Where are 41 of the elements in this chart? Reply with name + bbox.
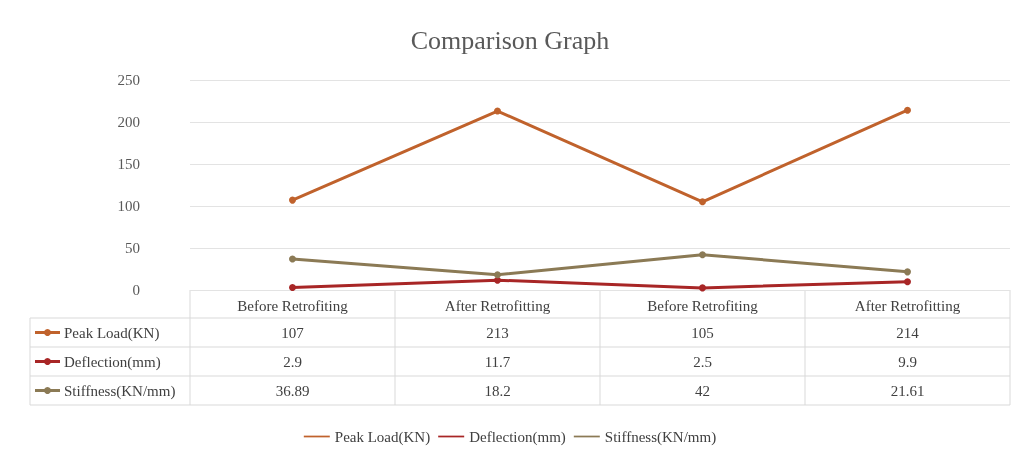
point	[699, 284, 706, 292]
data-label: 42	[695, 382, 710, 399]
x-tick-label: Before Retrofiting	[237, 297, 349, 314]
data-label: 2.5	[693, 353, 712, 370]
y-tick-label: 250	[117, 72, 140, 88]
x-tick-label: Before Retrofiting	[647, 297, 759, 314]
x-tick-label: After Retrofitting	[854, 297, 961, 314]
text: Peak Load(KN)	[334, 428, 431, 445]
point	[699, 198, 706, 206]
point	[494, 107, 501, 115]
data-label: 214	[896, 324, 920, 341]
point	[289, 255, 296, 263]
chart-title: Comparison Graph	[410, 25, 610, 55]
data-label: 105	[691, 324, 714, 341]
point	[904, 106, 911, 114]
point	[699, 251, 706, 259]
y-tick-label: 100	[117, 198, 140, 214]
point	[494, 276, 501, 284]
point	[904, 268, 911, 276]
legend-label: Peak Load(KN)	[64, 324, 160, 342]
text: Stiffness(KN/mm)	[64, 382, 176, 399]
text: Deflection(mm)	[64, 353, 161, 370]
data-label: 36.89	[275, 382, 310, 399]
legend-label: Deflection(mm)	[469, 428, 566, 446]
data-label: 21.61	[890, 382, 925, 399]
point	[289, 196, 296, 204]
y-tick-label: 0	[132, 282, 140, 298]
data-label: 213	[486, 324, 509, 341]
y-tick-label: 150	[117, 156, 140, 172]
data-label: 107	[281, 324, 305, 341]
point	[904, 278, 911, 286]
data-label: 9.9	[898, 353, 917, 370]
y-tick-label: 50	[125, 240, 140, 256]
y-tick-label: 200	[117, 114, 140, 130]
point	[289, 284, 296, 292]
legend-label: Stiffness(KN/mm)	[604, 428, 717, 446]
data-label: 11.7	[484, 353, 511, 370]
data-label: 2.9	[283, 353, 302, 370]
x-tick-label: After Retrofitting	[444, 297, 551, 314]
data-label: 18.2	[484, 382, 511, 399]
point	[494, 271, 501, 279]
